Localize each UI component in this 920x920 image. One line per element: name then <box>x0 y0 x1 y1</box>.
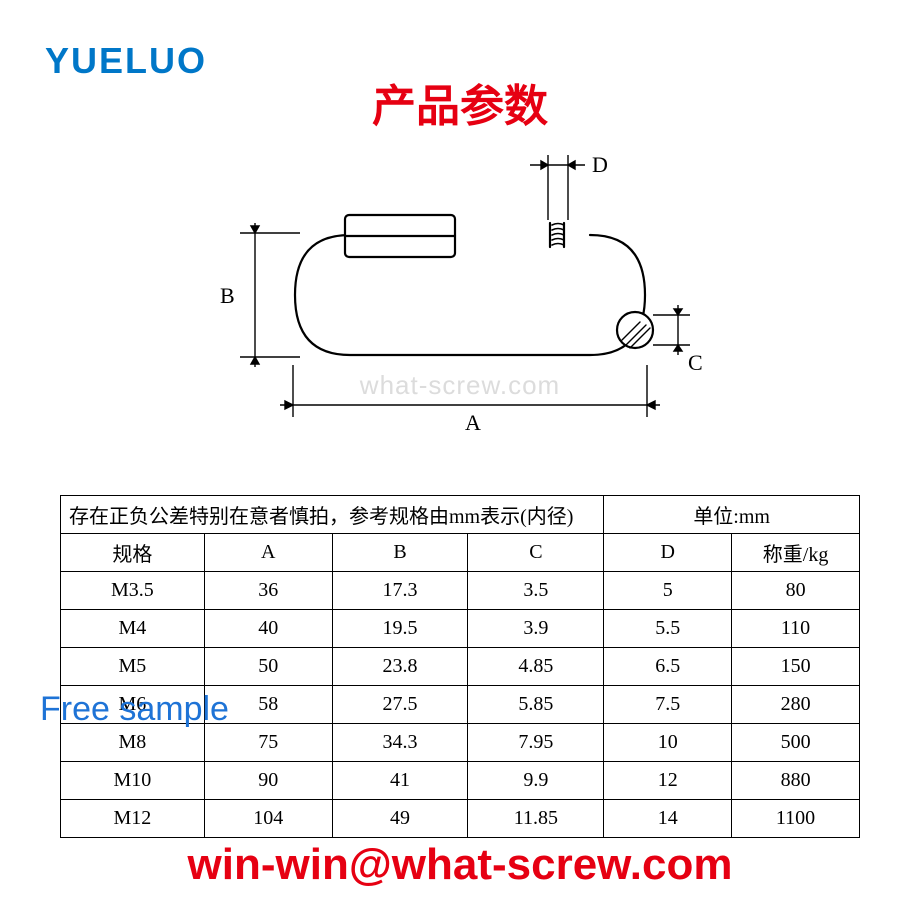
col-header: D <box>604 534 732 572</box>
note-right: 单位:mm <box>604 496 860 534</box>
brand-logo: YUELUO <box>45 40 207 82</box>
product-diagram: D B C A <box>190 145 730 450</box>
dim-label-c: C <box>688 350 703 375</box>
dim-label-b: B <box>220 283 235 308</box>
dim-label-d: D <box>592 152 608 177</box>
note-left: 存在正负公差特别在意者慎拍，参考规格由mm表示(内径) <box>61 496 604 534</box>
table-row: M87534.37.9510500 <box>61 724 860 762</box>
table-row: M1090419.912880 <box>61 762 860 800</box>
table-row-note: 存在正负公差特别在意者慎拍，参考规格由mm表示(内径) 单位:mm <box>61 496 860 534</box>
table-row: M3.53617.33.5580 <box>61 572 860 610</box>
col-header: 规格 <box>61 534 205 572</box>
page-title: 产品参数 <box>372 70 548 134</box>
table-row: M55023.84.856.5150 <box>61 648 860 686</box>
contact-email: win-win@what-screw.com <box>188 840 733 890</box>
dim-label-a: A <box>465 410 481 435</box>
spec-table: 存在正负公差特别在意者慎拍，参考规格由mm表示(内径) 单位:mm 规格 A B… <box>60 495 860 838</box>
table-row-header: 规格 A B C D 称重/kg <box>61 534 860 572</box>
col-header: C <box>468 534 604 572</box>
spec-table-container: 存在正负公差特别在意者慎拍，参考规格由mm表示(内径) 单位:mm 规格 A B… <box>60 495 860 838</box>
col-header: A <box>204 534 332 572</box>
col-header: 称重/kg <box>732 534 860 572</box>
table-row: M44019.53.95.5110 <box>61 610 860 648</box>
watermark-text: what-screw.com <box>360 370 560 401</box>
free-sample-text: Free sample <box>40 690 229 729</box>
table-row: M121044911.85141100 <box>61 800 860 838</box>
col-header: B <box>332 534 468 572</box>
